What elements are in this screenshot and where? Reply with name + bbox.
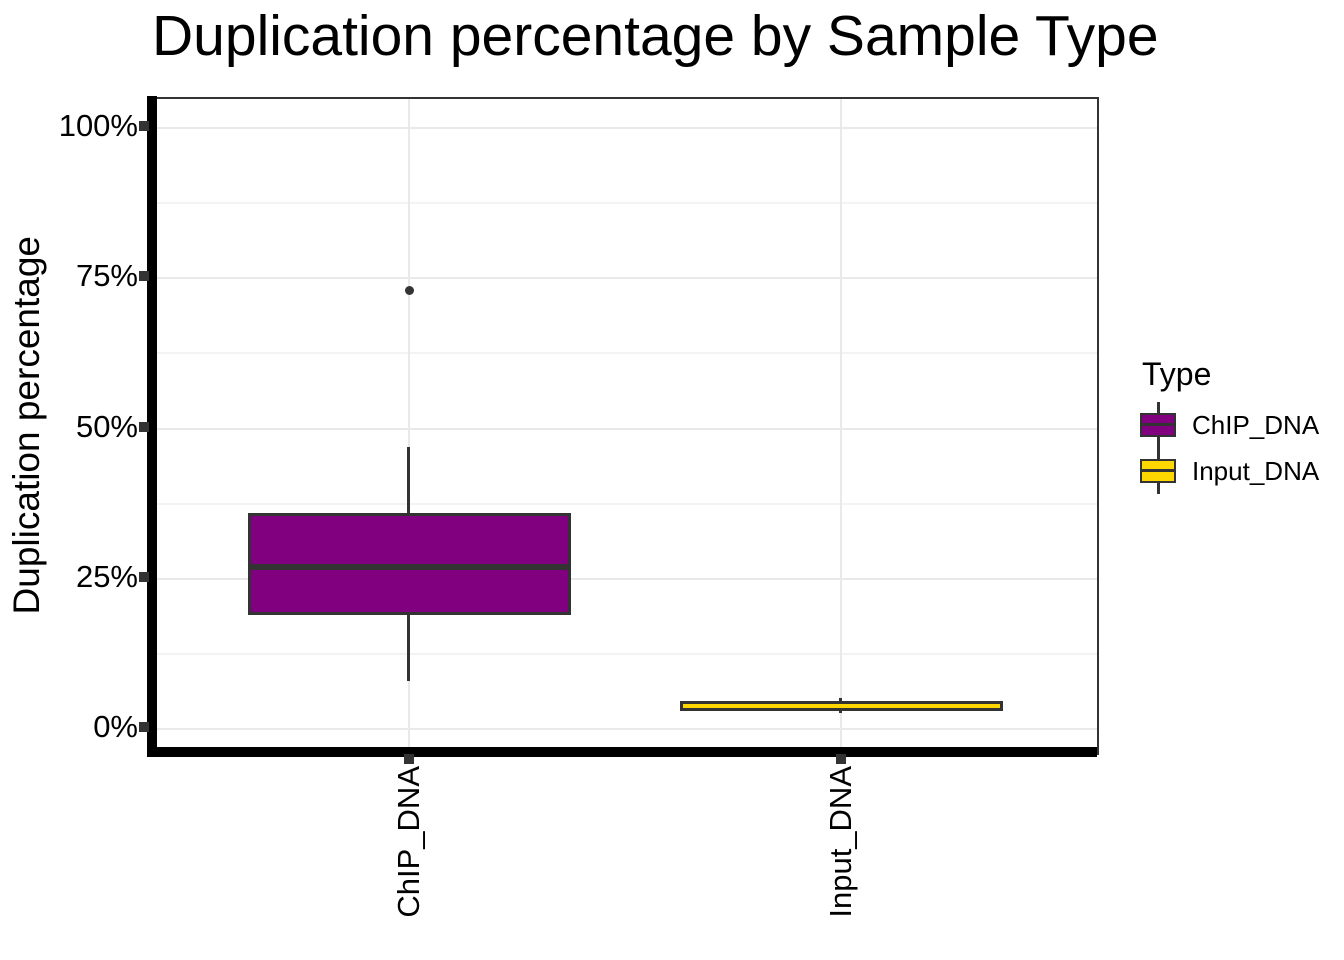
y-tick-label: 100%: [58, 108, 138, 143]
whisker-upper: [839, 697, 842, 701]
outlier-point: [404, 285, 414, 295]
whisker-upper: [407, 446, 410, 513]
y-axis-title: Duplication percentage: [6, 235, 47, 615]
legend: Type ChIP_DNA Input_DNA: [1140, 354, 1319, 494]
y-axis-line: [147, 96, 157, 757]
gridline-major: [152, 277, 1097, 280]
legend-key-boxplot-icon: [1140, 402, 1176, 448]
gridline-vertical: [408, 99, 410, 755]
whisker-lower: [407, 614, 410, 681]
legend-title: Type: [1142, 356, 1212, 392]
whisker-lower: [839, 710, 842, 714]
y-tick-mark: [139, 722, 149, 732]
chart-title: Duplication percentage by Sample Type: [152, 4, 1159, 68]
legend-entry-label: ChIP_DNA: [1192, 409, 1320, 440]
median-line: [247, 563, 571, 570]
x-tick-mark: [836, 754, 846, 764]
box-input_dna: [679, 700, 1003, 711]
gridline-major: [152, 127, 1097, 129]
y-tick-label: 0%: [93, 709, 138, 744]
gridline-minor: [152, 652, 1097, 655]
y-tick-mark: [139, 121, 149, 131]
y-axis-title-wrap: Duplication percentage: [6, 97, 48, 753]
gridline-minor: [152, 502, 1097, 505]
legend-key-boxplot-icon: [1140, 448, 1176, 494]
gridline-vertical: [840, 99, 842, 755]
x-axis-line: [147, 747, 1097, 757]
y-tick-mark: [139, 421, 149, 432]
x-tick-label: ChIP_DNA: [391, 766, 426, 918]
y-tick-mark: [139, 571, 149, 582]
legend-entry-input_dna: Input_DNA: [1140, 448, 1319, 494]
legend-key-median-icon: [1140, 469, 1176, 472]
legend-entry-label: Input_DNA: [1192, 455, 1320, 486]
legend-key-median-icon: [1140, 423, 1176, 426]
gridline-minor: [152, 202, 1097, 205]
gridline-minor: [152, 352, 1097, 355]
plot-panel: [152, 97, 1099, 755]
y-tick-label: 25%: [75, 558, 138, 594]
y-tick-label: 75%: [75, 258, 138, 294]
gridline-major: [152, 427, 1097, 430]
box-chip_dna: [247, 512, 571, 615]
legend-entries: ChIP_DNA Input_DNA: [1140, 402, 1319, 494]
gridline-major: [152, 728, 1097, 730]
x-tick-mark: [404, 754, 414, 764]
x-tick-label: Input_DNA: [823, 766, 858, 918]
gridline-major: [152, 577, 1097, 580]
legend-entry-chip_dna: ChIP_DNA: [1140, 402, 1319, 448]
y-tick-mark: [139, 271, 149, 282]
y-tick-label: 50%: [75, 408, 138, 444]
